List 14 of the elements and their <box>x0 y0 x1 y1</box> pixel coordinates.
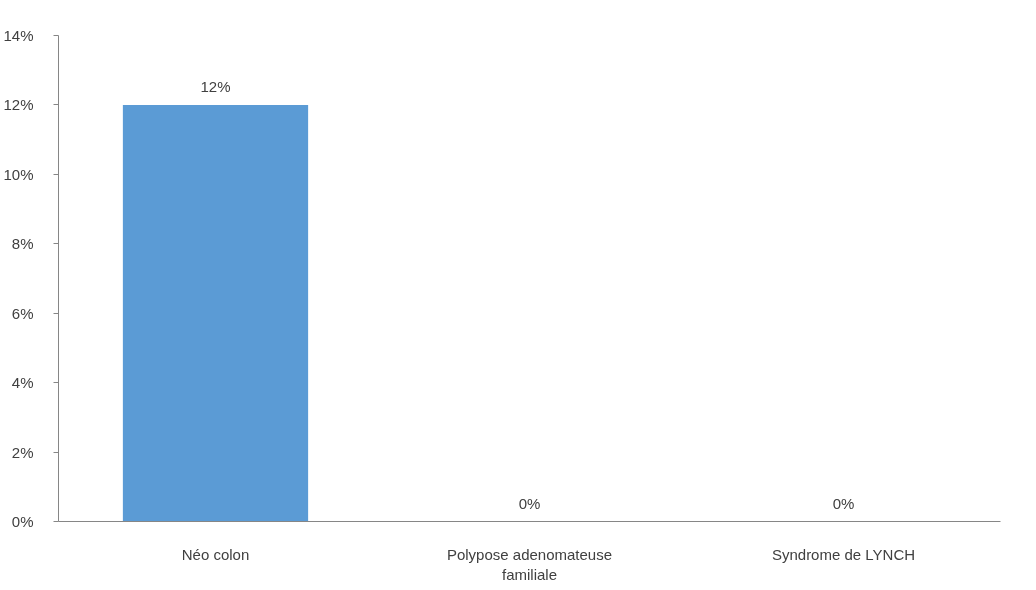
data-label: 0% <box>518 494 541 512</box>
y-tick-label: 14% <box>3 27 34 44</box>
y-tick-label: 2% <box>11 443 34 461</box>
y-tick-label: 4% <box>11 374 34 392</box>
x-tick-label: Polypose adenomateuse familiale <box>446 545 613 583</box>
y-tick-label: 10% <box>3 165 34 183</box>
data-label: 0% <box>832 494 855 512</box>
y-tick-label: 6% <box>11 304 34 322</box>
x-tick-label: Néo colon <box>181 545 250 563</box>
y-tick-label: 8% <box>11 235 34 253</box>
data-label: 12% <box>200 77 231 95</box>
x-tick-label: Syndrome de LYNCH <box>771 545 916 563</box>
y-tick-label: 12% <box>3 96 34 114</box>
y-tick-label: 0% <box>11 513 34 530</box>
